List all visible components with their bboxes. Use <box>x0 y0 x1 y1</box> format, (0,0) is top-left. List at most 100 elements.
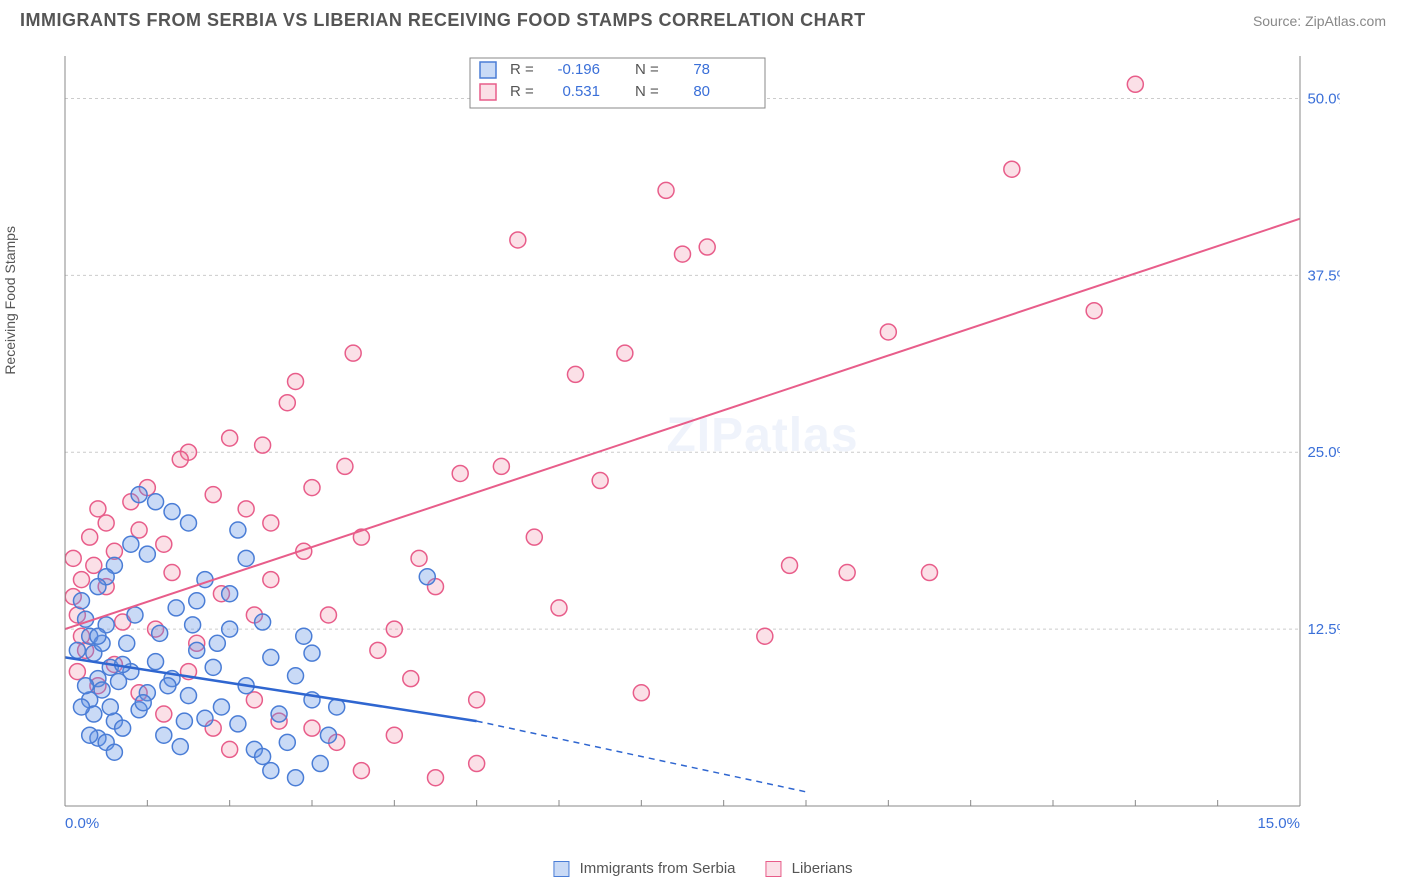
scatter-point-pink <box>469 692 485 708</box>
scatter-point-pink <box>757 628 773 644</box>
scatter-point-pink <box>510 232 526 248</box>
scatter-point-blue <box>288 770 304 786</box>
scatter-point-pink <box>304 720 320 736</box>
chart-title: IMMIGRANTS FROM SERBIA VS LIBERIAN RECEI… <box>20 10 866 31</box>
scatter-point-blue <box>119 635 135 651</box>
scatter-point-blue <box>78 678 94 694</box>
scatter-point-pink <box>386 621 402 637</box>
legend-n-label: N = <box>635 83 659 100</box>
scatter-point-blue <box>181 515 197 531</box>
scatter-point-pink <box>782 557 798 573</box>
scatter-point-pink <box>353 763 369 779</box>
scatter-point-blue <box>271 706 287 722</box>
scatter-point-pink <box>73 572 89 588</box>
scatter-point-pink <box>222 741 238 757</box>
scatter-point-pink <box>880 324 896 340</box>
y-tick-label: 12.5% <box>1307 621 1340 638</box>
scatter-point-pink <box>337 458 353 474</box>
scatter-point-pink <box>675 246 691 262</box>
scatter-point-pink <box>246 692 262 708</box>
scatter-point-pink <box>222 430 238 446</box>
scatter-point-blue <box>255 748 271 764</box>
scatter-point-blue <box>148 654 164 670</box>
legend-swatch-blue <box>480 62 496 78</box>
legend-r-value: -0.196 <box>557 61 600 78</box>
scatter-point-blue <box>222 621 238 637</box>
y-tick-label: 25.0% <box>1307 444 1340 461</box>
scatter-chart: 12.5%25.0%37.5%50.0%ZIPatlas0.0%15.0%R =… <box>20 46 1340 836</box>
scatter-point-pink <box>69 664 85 680</box>
scatter-point-pink <box>839 565 855 581</box>
scatter-point-pink <box>592 473 608 489</box>
scatter-point-pink <box>164 565 180 581</box>
scatter-point-pink <box>551 600 567 616</box>
scatter-point-blue <box>94 682 110 698</box>
legend-swatch-pink <box>766 861 782 877</box>
scatter-point-pink <box>263 572 279 588</box>
scatter-point-pink <box>288 373 304 389</box>
scatter-point-pink <box>1086 303 1102 319</box>
scatter-point-pink <box>1127 76 1143 92</box>
scatter-point-blue <box>263 649 279 665</box>
legend-n-label: N = <box>635 61 659 78</box>
scatter-point-blue <box>320 727 336 743</box>
scatter-point-pink <box>658 182 674 198</box>
scatter-point-blue <box>419 569 435 585</box>
scatter-point-blue <box>189 642 205 658</box>
scatter-point-blue <box>131 487 147 503</box>
scatter-point-pink <box>90 501 106 517</box>
scatter-point-pink <box>131 522 147 538</box>
scatter-point-blue <box>90 579 106 595</box>
legend-n-value: 80 <box>693 83 710 100</box>
scatter-point-pink <box>922 565 938 581</box>
scatter-point-blue <box>255 614 271 630</box>
trend-line-pink <box>65 219 1300 629</box>
scatter-point-pink <box>304 480 320 496</box>
scatter-point-pink <box>238 501 254 517</box>
scatter-point-pink <box>172 451 188 467</box>
scatter-point-blue <box>115 720 131 736</box>
scatter-point-pink <box>567 366 583 382</box>
scatter-point-pink <box>469 756 485 772</box>
scatter-point-pink <box>428 770 444 786</box>
legend-swatch-pink <box>480 84 496 100</box>
legend-swatch-blue <box>553 861 569 877</box>
scatter-point-blue <box>176 713 192 729</box>
scatter-point-pink <box>403 671 419 687</box>
chart-container: Receiving Food Stamps 12.5%25.0%37.5%50.… <box>20 46 1386 836</box>
scatter-point-blue <box>209 635 225 651</box>
scatter-point-pink <box>699 239 715 255</box>
scatter-point-pink <box>255 437 271 453</box>
scatter-point-blue <box>213 699 229 715</box>
y-tick-label: 50.0% <box>1307 90 1340 107</box>
scatter-point-pink <box>493 458 509 474</box>
scatter-point-blue <box>168 600 184 616</box>
scatter-point-blue <box>127 607 143 623</box>
scatter-point-blue <box>222 586 238 602</box>
scatter-point-pink <box>98 515 114 531</box>
scatter-point-blue <box>172 739 188 755</box>
scatter-point-pink <box>633 685 649 701</box>
scatter-point-blue <box>102 699 118 715</box>
legend-n-value: 78 <box>693 61 710 78</box>
scatter-point-blue <box>152 625 168 641</box>
legend-item-liberians: Liberians <box>766 860 853 877</box>
scatter-point-blue <box>230 522 246 538</box>
scatter-point-blue <box>263 763 279 779</box>
scatter-point-pink <box>386 727 402 743</box>
scatter-point-blue <box>139 546 155 562</box>
scatter-point-pink <box>411 550 427 566</box>
scatter-point-pink <box>320 607 336 623</box>
scatter-point-blue <box>123 536 139 552</box>
y-tick-label: 37.5% <box>1307 267 1340 284</box>
scatter-point-blue <box>230 716 246 732</box>
legend-item-serbia: Immigrants from Serbia <box>553 860 735 877</box>
scatter-point-blue <box>279 734 295 750</box>
legend-label-serbia: Immigrants from Serbia <box>580 860 736 877</box>
scatter-point-pink <box>452 465 468 481</box>
scatter-point-blue <box>189 593 205 609</box>
scatter-point-blue <box>106 744 122 760</box>
scatter-point-blue <box>296 628 312 644</box>
legend-r-label: R = <box>510 83 534 100</box>
scatter-point-blue <box>90 628 106 644</box>
